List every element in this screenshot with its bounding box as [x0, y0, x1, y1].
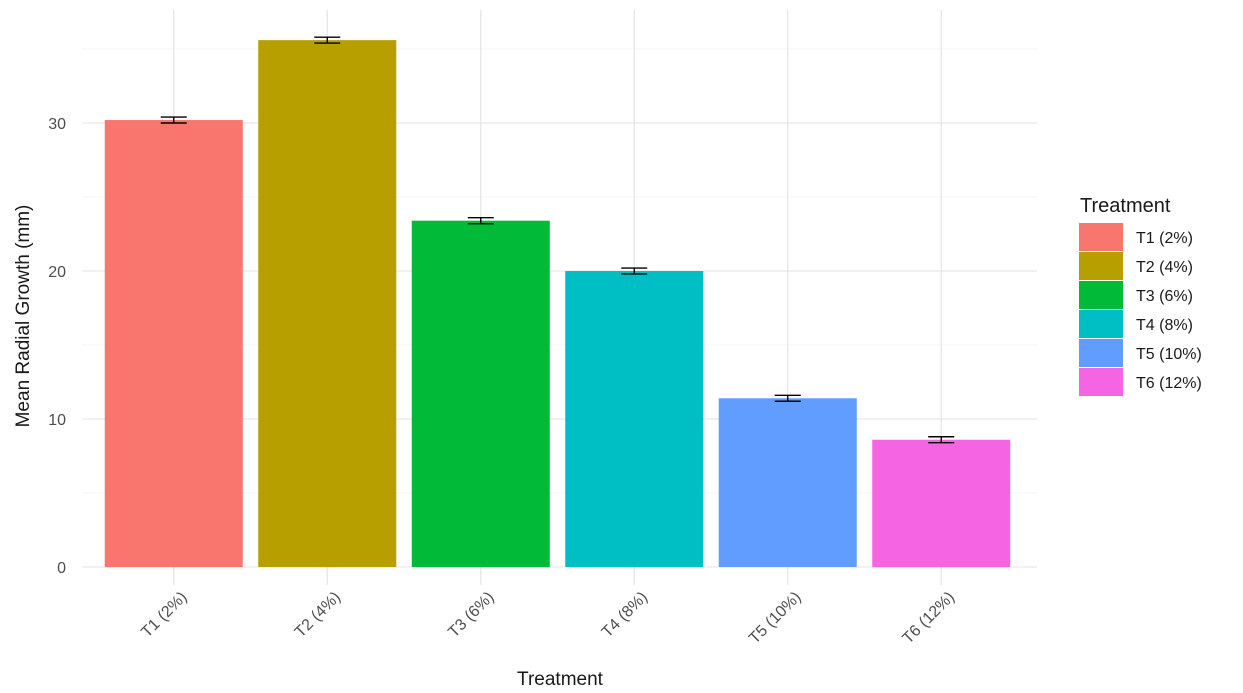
legend-items: T1 (2%) T2 (4%) T3 (6%) T4 (8%) T5 (10%) T6 (…: [1079, 223, 1202, 396]
x-tick-label: T1 (2%): [138, 589, 190, 641]
legend-swatch: [1079, 281, 1123, 309]
x-tick-label: T5 (10%): [746, 589, 805, 648]
x-tick-label: T2 (4%): [292, 589, 344, 641]
bars: [104, 40, 1011, 568]
x-axis-title: Treatment: [517, 669, 604, 690]
legend-title: Treatment: [1080, 195, 1171, 217]
legend-item: T2 (4%): [1079, 252, 1193, 280]
legend: Treatment T1 (2%) T2 (4%) T3 (6%) T4 (8%) T5…: [1079, 195, 1202, 396]
legend-label: T2 (4%): [1136, 259, 1193, 276]
error-bar: [621, 267, 648, 275]
bar: [718, 398, 857, 567]
error-bar: [774, 394, 801, 402]
legend-label: T5 (10%): [1136, 346, 1202, 363]
bar: [258, 40, 397, 568]
legend-label: T1 (2%): [1136, 230, 1193, 247]
legend-label: T3 (6%): [1136, 288, 1193, 305]
x-tick-label: T3 (6%): [445, 589, 497, 641]
y-tick-label: 30: [48, 116, 66, 133]
legend-item: T3 (6%): [1079, 281, 1193, 309]
legend-swatch: [1079, 339, 1123, 367]
legend-swatch: [1079, 368, 1123, 396]
legend-item: T6 (12%): [1079, 368, 1202, 396]
legend-swatch: [1079, 223, 1123, 251]
y-axis-title: Mean Radial Growth (mm): [13, 205, 34, 428]
error-bar: [467, 217, 494, 225]
y-tick-label: 20: [48, 264, 66, 281]
legend-swatch: [1079, 252, 1123, 280]
y-tick-label: 10: [48, 412, 66, 429]
x-tick-label: T4 (8%): [599, 589, 651, 641]
legend-label: T6 (12%): [1136, 375, 1202, 392]
legend-label: T4 (8%): [1136, 317, 1193, 334]
bar: [411, 220, 550, 567]
legend-item: T1 (2%): [1079, 223, 1193, 251]
x-axis-ticks: T1 (2%) T2 (4%) T3 (6%) T4 (8%) T5 (10%) T6 (…: [138, 589, 958, 648]
x-tick-label: T6 (12%): [900, 589, 959, 648]
error-bars: [160, 36, 955, 444]
error-bar: [160, 116, 187, 124]
bar: [104, 120, 243, 567]
legend-item: T4 (8%): [1079, 310, 1193, 338]
legend-swatch: [1079, 310, 1123, 338]
y-tick-label: 0: [57, 560, 66, 577]
y-axis-ticks: 0 10 20 30: [48, 116, 66, 577]
bar: [565, 271, 704, 567]
error-bar: [928, 436, 955, 444]
bar: [872, 439, 1011, 567]
error-bar: [314, 36, 341, 44]
legend-item: T5 (10%): [1079, 339, 1202, 367]
